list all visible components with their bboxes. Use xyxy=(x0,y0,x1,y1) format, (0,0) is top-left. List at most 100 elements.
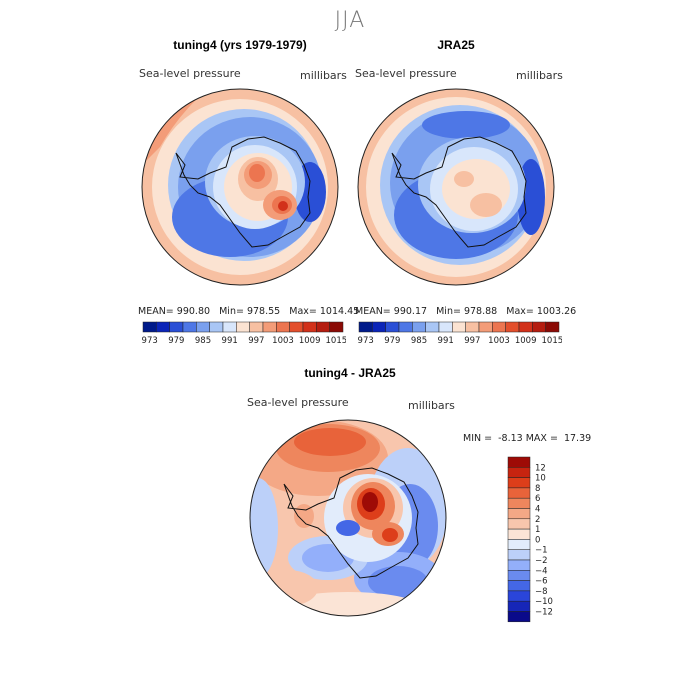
panel3-colorbar-swatch xyxy=(507,570,531,581)
panel1-colorbar-tick-label: 1015 xyxy=(326,336,346,346)
panel1-colorbar-swatch xyxy=(249,321,264,333)
panel3-colorbar-tick-label: 8 xyxy=(535,484,540,494)
panel2-colorbar-swatch xyxy=(372,321,386,333)
panel2-colorbar-tick-label: 973 xyxy=(358,336,374,346)
panel1-colorbar-swatch xyxy=(236,321,250,333)
panel2-colorbar-swatch xyxy=(425,321,440,333)
panel1-colorbar-tick-label: 979 xyxy=(168,336,184,346)
panel3-colorbar-swatch xyxy=(507,539,531,550)
panel2-colorbar-tick-label: 985 xyxy=(411,336,427,346)
panel3-colorbar-swatch xyxy=(507,456,531,468)
panel1-map-border xyxy=(141,88,339,286)
panel3-colorbar-swatch xyxy=(507,518,531,530)
panel3-variable-label: Sea-level pressure xyxy=(247,396,349,409)
panel2-colorbar-swatch xyxy=(438,321,453,333)
panel2-colorbar-swatch xyxy=(492,321,506,333)
panel1-colorbar-tick-label: 1009 xyxy=(299,336,321,346)
panel2-colorbar-swatch xyxy=(358,321,373,333)
panel3-colorbar-tick-label: −8 xyxy=(535,587,548,597)
panel2-colorbar-tick-label: 979 xyxy=(384,336,400,346)
panel2-colorbar-swatch xyxy=(412,321,426,333)
panel3-colorbar-tick-label: −2 xyxy=(535,556,548,566)
panel2-colorbar-tick-label: 1003 xyxy=(488,336,510,346)
panel1-colorbar: 973 979 985 991 997 1003 1009 1015 xyxy=(142,321,346,346)
panel2-title: JRA25 xyxy=(437,38,475,52)
panel2-colorbar-tick-label: 991 xyxy=(438,336,454,346)
panel2-colorbar-tick-label: 1009 xyxy=(515,336,537,346)
panel2-colorbar-swatch xyxy=(398,321,413,333)
panel3-colorbar-swatch xyxy=(507,508,531,520)
panel3-stats: MIN = -8.13 MAX = 17.39 xyxy=(463,433,592,444)
panel1-field xyxy=(142,89,338,285)
panel3-colorbar-tick-label: 0 xyxy=(535,535,540,545)
panel1-stats: MEAN= 990.80 Min= 978.55 Max= 1014.45 xyxy=(138,306,360,317)
panel1-colorbar-swatch xyxy=(262,321,277,333)
panel1-colorbar-swatch xyxy=(316,321,330,333)
panel1-colorbar-swatch xyxy=(196,321,210,333)
panel3-map xyxy=(249,419,447,617)
panel2-colorbar-swatch xyxy=(452,321,466,333)
panel3-map-border xyxy=(249,419,447,617)
panel1-colorbar-tick-label: 991 xyxy=(222,336,238,346)
panel3-field xyxy=(250,420,446,616)
panel2-units-label: millibars xyxy=(516,69,563,82)
panel3-colorbar-tick-label: 6 xyxy=(535,494,540,504)
panel2-variable-label: Sea-level pressure xyxy=(355,67,457,80)
panel2-colorbar-swatch xyxy=(545,321,560,333)
panel1-coastline xyxy=(175,136,311,248)
panel3-colorbar-swatch xyxy=(507,528,531,540)
panel1-colorbar-tick-label: 973 xyxy=(142,336,158,346)
panel2-colorbar-swatch xyxy=(518,321,533,333)
panel2-stats: MEAN= 990.17 Min= 978.88 Max= 1003.26 xyxy=(355,306,577,317)
panel3-colorbar-tick-label: −6 xyxy=(535,577,548,587)
panel1-colorbar-swatch xyxy=(156,321,170,333)
panel3-coastline xyxy=(283,467,419,579)
panel2-colorbar-swatch xyxy=(505,321,520,333)
panel2-colorbar-swatch xyxy=(532,321,546,333)
panel3-colorbar-swatch xyxy=(507,580,531,592)
panel1-variable-label: Sea-level pressure xyxy=(139,67,241,80)
panel2-colorbar: 973 979 985 991 997 1003 1009 1015 xyxy=(358,321,562,346)
panel3-colorbar-tick-label: −4 xyxy=(535,566,548,576)
panel1-colorbar-swatch xyxy=(276,321,290,333)
panel2-colorbar-swatch xyxy=(478,321,493,333)
panel1-colorbar-swatch xyxy=(169,321,184,333)
panel3-colorbar-swatch xyxy=(507,559,531,571)
panel1-colorbar-swatch xyxy=(182,321,197,333)
panel1-colorbar-swatch xyxy=(209,321,224,333)
panel3-colorbar-swatch xyxy=(507,590,531,602)
panel3-colorbar-tick-label: 10 xyxy=(535,474,546,484)
panel3-colorbar-swatch xyxy=(507,611,531,623)
panel2-map-border xyxy=(357,88,555,286)
panel1-colorbar-tick-label: 997 xyxy=(248,336,264,346)
panel3-colorbar-tick-label: 1 xyxy=(535,525,540,535)
panel3-colorbar-swatch xyxy=(507,600,531,612)
panel1-map xyxy=(141,88,339,286)
panel3-colorbar-swatch xyxy=(507,477,531,489)
panel2-coastline xyxy=(391,136,527,248)
panel1-colorbar-swatch xyxy=(222,321,237,333)
panel1-title: tuning4 (yrs 1979-1979) xyxy=(173,38,307,52)
panel3-colorbar-tick-label: 4 xyxy=(535,505,540,515)
panel2-colorbar-swatch xyxy=(465,321,480,333)
panel2-colorbar-swatch xyxy=(385,321,400,333)
panel3-colorbar-tick-label: 2 xyxy=(535,515,540,525)
panel1-colorbar-swatch xyxy=(329,321,344,333)
panel3-colorbar-tick-label: −10 xyxy=(535,597,553,607)
panel1-colorbar-swatch xyxy=(142,321,157,333)
panel1-colorbar-tick-label: 1003 xyxy=(272,336,294,346)
panel3-colorbar-tick-label: −1 xyxy=(535,546,548,556)
panel3-colorbar-swatch xyxy=(507,497,531,509)
panel1-colorbar-tick-label: 985 xyxy=(195,336,211,346)
season-title: JJA xyxy=(334,8,366,33)
panel3-colorbar-swatch xyxy=(507,467,531,478)
panel3-colorbar-tick-label: 12 xyxy=(535,463,546,473)
panel3-units-label: millibars xyxy=(408,399,455,412)
panel3-colorbar-swatch xyxy=(507,487,531,499)
panel1-colorbar-swatch xyxy=(289,321,304,333)
panel3-colorbar-swatch xyxy=(507,549,531,561)
panel3-title: tuning4 - JRA25 xyxy=(304,366,396,380)
panel2-field xyxy=(358,89,554,285)
panel2-colorbar-tick-label: 997 xyxy=(464,336,480,346)
